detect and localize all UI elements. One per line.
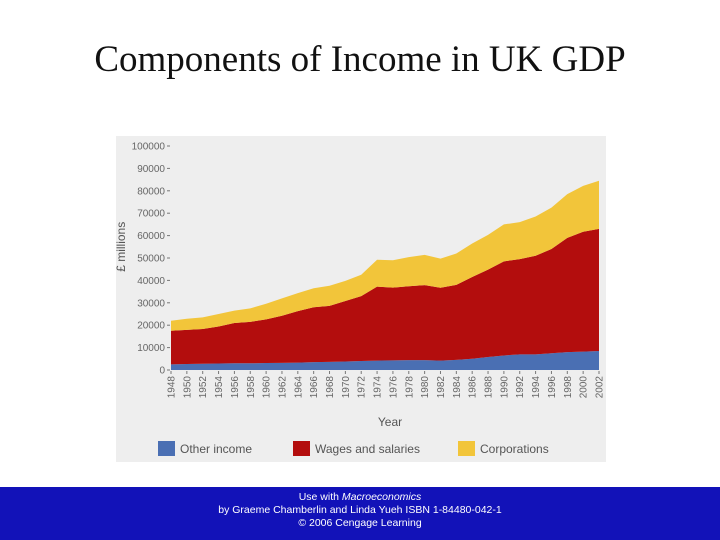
x-tick-label: 1988 xyxy=(484,376,495,399)
y-tick-label: 30000 xyxy=(137,298,165,309)
footer-line-3: © 2006 Cengage Learning xyxy=(298,517,422,529)
area-series-other-income xyxy=(171,350,599,370)
x-tick-label: 1960 xyxy=(262,376,273,399)
x-tick-label: 1950 xyxy=(182,376,193,399)
x-axis-label: Year xyxy=(378,415,402,429)
x-tick-label: 1984 xyxy=(452,376,463,399)
x-tick-label: 1962 xyxy=(277,376,288,399)
y-axis-label: £ millions xyxy=(116,222,128,272)
legend-label: Corporations xyxy=(480,442,549,456)
y-tick-label: 90000 xyxy=(137,164,165,175)
x-tick-label: 1990 xyxy=(499,376,510,399)
y-tick-label: 0 xyxy=(159,366,165,377)
y-tick-label: 70000 xyxy=(137,209,165,220)
x-tick-label: 1954 xyxy=(214,376,225,399)
x-tick-label: 1992 xyxy=(515,376,526,399)
x-tick-label: 1948 xyxy=(167,376,178,399)
legend-label: Wages and salaries xyxy=(315,442,420,456)
x-tick-label: 1986 xyxy=(468,376,479,399)
legend-swatch xyxy=(158,441,175,456)
area-series-wages-and-salaries xyxy=(171,228,599,365)
area-series-corporations xyxy=(171,180,599,331)
footer-line-1: Use with Macroeconomics xyxy=(0,491,720,504)
x-tick-label: 1968 xyxy=(325,376,336,399)
footer-line-2: by Graeme Chamberlin and Linda Yueh ISBN… xyxy=(218,504,502,516)
legend-swatch xyxy=(458,441,475,456)
x-tick-label: 1972 xyxy=(357,376,368,399)
footer-prefix: Use with xyxy=(298,491,342,503)
x-tick-label: 1980 xyxy=(420,376,431,399)
y-tick-label: 100000 xyxy=(132,142,166,153)
y-tick-label: 20000 xyxy=(137,321,165,332)
y-tick-label: 60000 xyxy=(137,231,165,242)
legend-label: Other income xyxy=(180,442,252,456)
x-tick-label: 1994 xyxy=(531,376,542,399)
y-tick-label: 40000 xyxy=(137,276,165,287)
y-tick-label: 10000 xyxy=(137,343,165,354)
footer-bar: Use with Macroeconomics by Graeme Chambe… xyxy=(0,487,720,540)
x-tick-label: 1958 xyxy=(246,376,257,399)
y-tick-label: 50000 xyxy=(137,254,165,265)
x-tick-label: 1964 xyxy=(293,376,304,399)
x-tick-label: 1978 xyxy=(404,376,415,399)
x-tick-label: 1966 xyxy=(309,376,320,399)
x-tick-label: 1996 xyxy=(547,376,558,399)
x-tick-label: 1956 xyxy=(230,376,241,399)
legend-swatch xyxy=(293,441,310,456)
chart-panel: 0 10000 20000 30000 40000 50000 60000 70000 8000… xyxy=(116,136,606,462)
x-tick-label: 2002 xyxy=(595,376,606,399)
x-tick-label: 1982 xyxy=(436,376,447,399)
y-tick-label: 80000 xyxy=(137,186,165,197)
x-tick-label: 1974 xyxy=(373,376,384,399)
x-tick-label: 1998 xyxy=(563,376,574,399)
stacked-area-chart: 0 10000 20000 30000 40000 50000 60000 70000 8000… xyxy=(116,142,606,456)
footer-book-title: Macroeconomics xyxy=(341,491,422,503)
slide-title: Components of Income in UK GDP xyxy=(94,39,626,80)
x-tick-label: 2000 xyxy=(579,376,590,399)
x-tick-label: 1976 xyxy=(388,376,399,399)
x-tick-label: 1970 xyxy=(341,376,352,399)
x-tick-label: 1952 xyxy=(198,376,209,399)
